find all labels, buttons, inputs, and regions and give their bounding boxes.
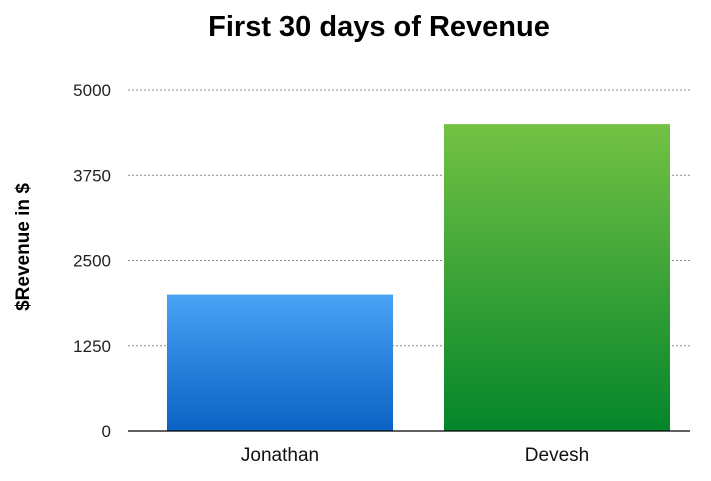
y-tick-label: 5000 (73, 81, 111, 100)
y-tick-label: 2500 (73, 252, 111, 271)
y-axis-label: $Revenue in $ (13, 183, 34, 311)
chart-title: First 30 days of Revenue (208, 11, 550, 43)
y-tick-labels: 0 1250 2500 3750 5000 (73, 81, 111, 441)
y-tick-label: 0 (102, 422, 111, 441)
y-tick-label: 3750 (73, 166, 111, 185)
x-tick-labels: Jonathan Devesh (241, 445, 589, 466)
x-tick-label: Devesh (525, 445, 589, 466)
bar-devesh (444, 124, 670, 431)
x-tick-label: Jonathan (241, 445, 319, 466)
y-tick-label: 1250 (73, 337, 111, 356)
bars (167, 124, 670, 431)
bar-jonathan (167, 294, 393, 431)
